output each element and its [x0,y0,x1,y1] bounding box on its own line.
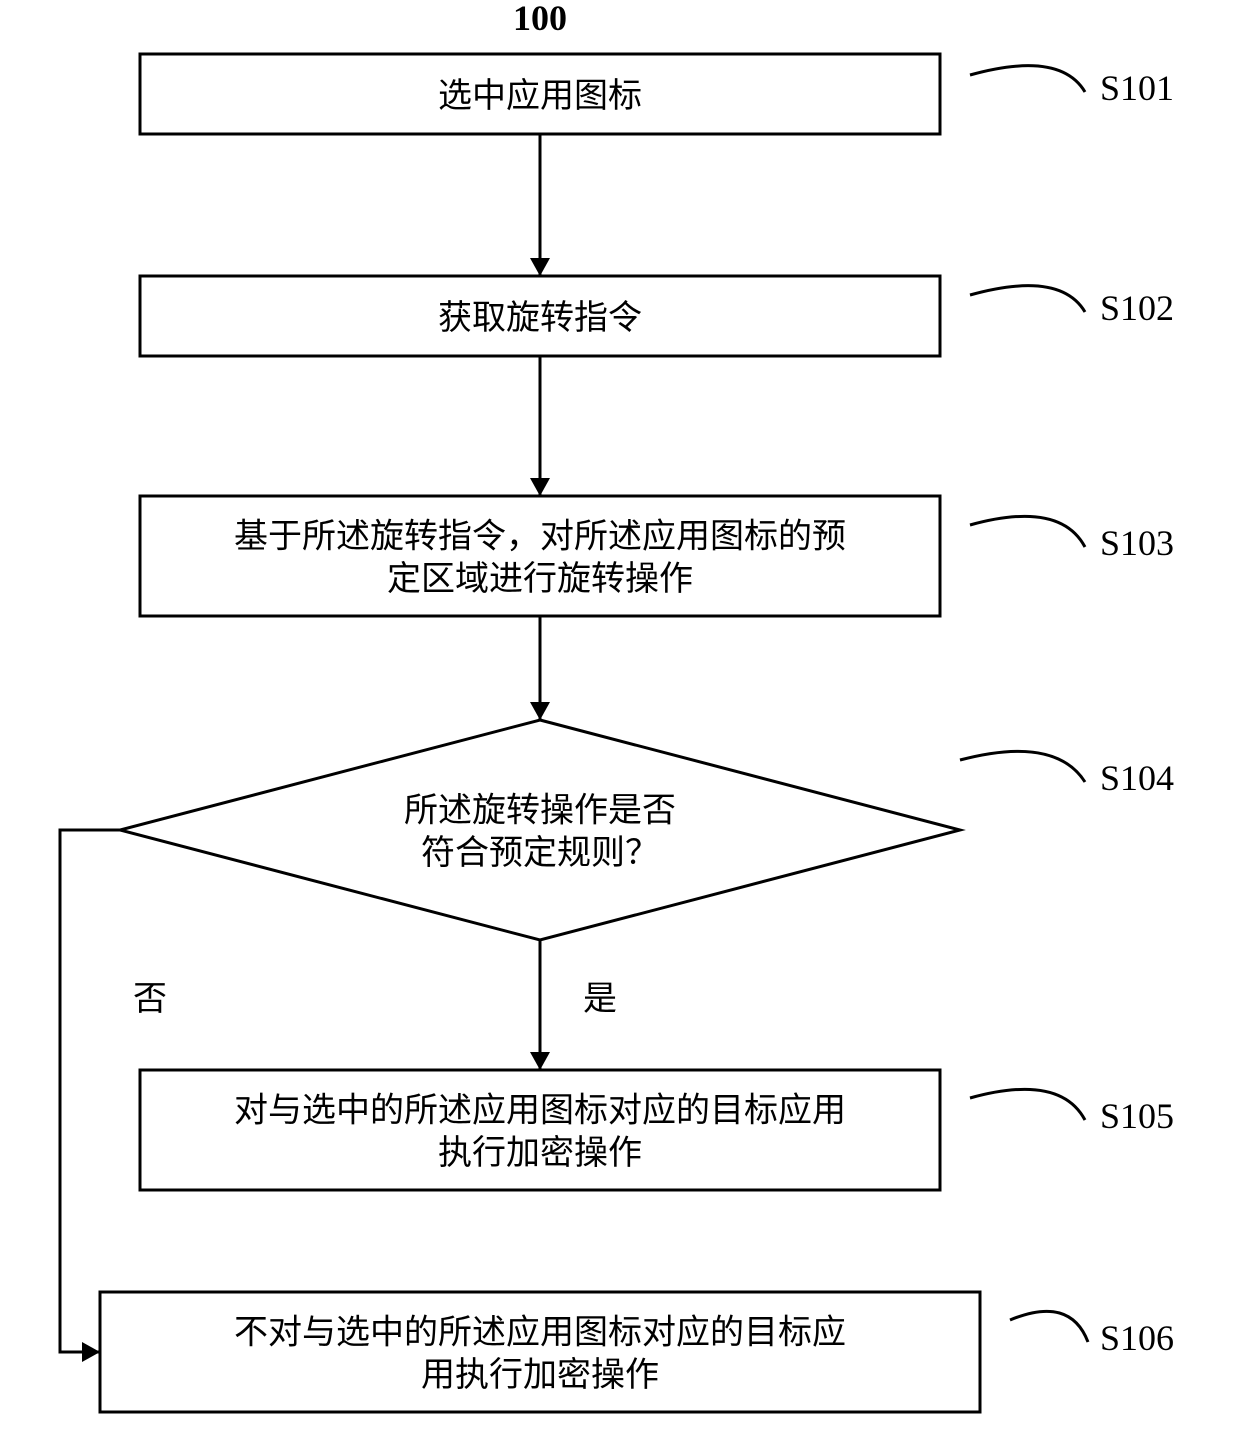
decision-text: 所述旋转操作是否 [404,792,676,830]
process-text: 选中应用图标 [438,77,642,115]
decision-text: 符合预定规则？ [421,834,659,872]
arrow-head-icon [82,1342,100,1362]
flowchart-canvas: 是 否 100 选中应用图标获取旋转指令基于所述旋转指令，对所述应用图标的预定区域进行… [0,0,1240,1448]
step-connector-s101 [970,66,1085,92]
step-label-s103: S103 [1100,523,1174,563]
figure-number-label: 100 [513,0,567,38]
edge-s104-s106 [60,830,120,1352]
step-connector-s106 [1010,1311,1088,1342]
process-text: 不对与选中的所述应用图标对应的目标应 [234,1314,846,1352]
process-text: 基于所述旋转指令，对所述应用图标的预 [234,518,846,556]
edge-label: 是 [583,981,617,1018]
process-text: 用执行加密操作 [421,1356,659,1394]
step-connector-s104 [960,751,1085,782]
edge-label: 否 [133,981,167,1018]
step-label-s101: S101 [1100,68,1174,108]
step-label-s102: S102 [1100,288,1174,328]
step-label-s106: S106 [1100,1318,1174,1358]
arrow-head-icon [530,702,550,720]
process-box-s105 [140,1070,940,1190]
arrow-head-icon [530,1052,550,1070]
arrow-head-icon [530,478,550,496]
step-connector-s103 [970,516,1085,547]
process-text: 对与选中的所述应用图标对应的目标应用 [234,1092,846,1130]
process-box-s106 [100,1292,980,1412]
process-text: 获取旋转指令 [438,299,642,337]
arrow-head-icon [530,258,550,276]
decision-diamond-s104 [120,720,960,940]
process-text: 执行加密操作 [438,1134,642,1172]
step-connector-s105 [970,1089,1085,1120]
step-label-s105: S105 [1100,1096,1174,1136]
step-connector-s102 [970,286,1085,312]
step-label-s104: S104 [1100,758,1174,798]
process-text: 定区域进行旋转操作 [387,560,693,598]
process-box-s103 [140,496,940,616]
